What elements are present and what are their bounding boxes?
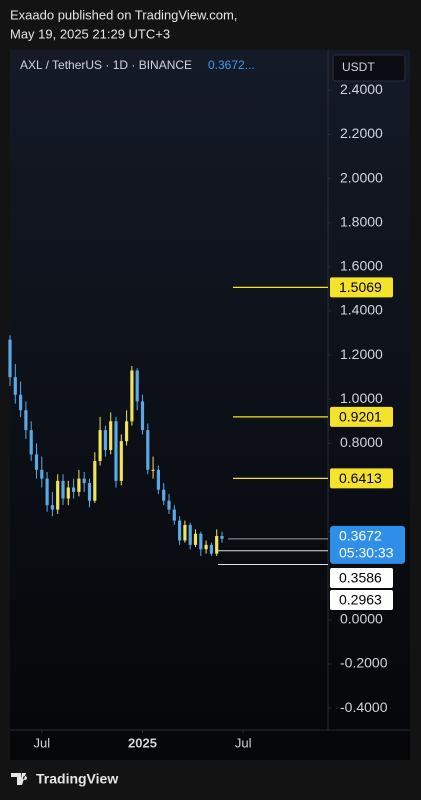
y-tick-label: -0.4000 xyxy=(340,699,388,715)
candle-body xyxy=(87,483,92,501)
candle-body xyxy=(151,469,155,471)
candle-body xyxy=(188,524,192,545)
level-label-box xyxy=(330,406,393,427)
y-tick-label: 1.6000 xyxy=(340,258,383,274)
logo xyxy=(11,773,28,785)
candle-body xyxy=(82,478,86,484)
candle-body xyxy=(125,421,129,442)
brand: TradingView xyxy=(36,771,118,787)
level-label-box xyxy=(330,277,393,298)
candle-body xyxy=(66,487,70,499)
y-tick-label: 2.4000 xyxy=(340,81,383,97)
y-tick-label: -0.2000 xyxy=(340,655,388,671)
candle-body xyxy=(103,430,107,450)
timestamp: May 19, 2025 21:29 UTC+3 xyxy=(10,26,170,41)
publisher: Exaado published on TradingView.com, xyxy=(10,7,237,22)
candle-body xyxy=(13,377,17,395)
currency: USDT xyxy=(342,60,375,74)
candle-body xyxy=(50,505,54,510)
candle-body xyxy=(56,480,60,510)
y-tick-label: 1.0000 xyxy=(340,390,383,406)
candle-body xyxy=(40,469,44,479)
candle-body xyxy=(135,370,139,402)
candle-body xyxy=(183,524,187,541)
candle-body xyxy=(220,536,224,539)
candle-body xyxy=(172,509,176,521)
candle-body xyxy=(114,421,118,481)
price-label: 0.3586 xyxy=(339,570,382,586)
candle-body xyxy=(8,339,12,378)
level-label: 1.5069 xyxy=(339,279,382,295)
y-tick-label: 0.8000 xyxy=(340,434,383,450)
candle-body xyxy=(209,544,213,554)
currency-box xyxy=(332,54,406,82)
candle-body xyxy=(162,489,166,501)
candle-body xyxy=(199,533,203,550)
price-label: 0.2963 xyxy=(339,592,382,608)
candle-body xyxy=(215,536,219,554)
last-price-box xyxy=(330,525,405,564)
last-price-label: 0.3672 xyxy=(339,528,382,544)
countdown: 05:30:33 xyxy=(339,545,394,561)
candle-body xyxy=(109,421,113,450)
candle-body xyxy=(178,520,182,541)
candle-body xyxy=(167,500,171,510)
candle-body xyxy=(119,441,123,481)
header-price: 0.3672... xyxy=(208,58,255,72)
price-label-box xyxy=(330,590,393,610)
level-label: 0.6413 xyxy=(339,470,382,486)
y-tick-label: 2.0000 xyxy=(340,169,383,185)
y-tick-label: 1.4000 xyxy=(340,302,383,318)
candle-body xyxy=(77,478,81,492)
level-label: 0.9201 xyxy=(339,409,382,425)
candle-body xyxy=(140,401,145,431)
x-tick-label: Jul xyxy=(33,735,50,750)
candle-body xyxy=(130,370,134,422)
candle-body xyxy=(156,469,160,490)
y-tick-label: 1.8000 xyxy=(340,213,383,229)
chart-title: AXL / TetherUS · 1D · BINANCE xyxy=(20,58,192,72)
level-label-box xyxy=(330,468,393,489)
candle-body xyxy=(146,430,150,470)
candle-body xyxy=(61,480,65,499)
candle-body xyxy=(29,430,33,455)
candle-body xyxy=(24,410,28,431)
candle-body xyxy=(193,533,198,545)
candle-body xyxy=(93,461,97,501)
x-tick-label: 2025 xyxy=(128,735,157,750)
y-tick-label: 2.2000 xyxy=(340,125,383,141)
candle-body xyxy=(19,394,23,411)
candle-body xyxy=(72,487,76,492)
y-tick-label: 0.0000 xyxy=(340,611,383,627)
y-tick-label: 1.2000 xyxy=(340,346,383,362)
candle-body xyxy=(204,544,208,550)
candle-body xyxy=(45,478,49,506)
candle-body xyxy=(34,454,39,470)
x-tick-label: Jul xyxy=(235,735,252,750)
chart-panel xyxy=(10,50,410,760)
candle-body xyxy=(98,430,102,462)
price-label-box xyxy=(330,568,393,588)
